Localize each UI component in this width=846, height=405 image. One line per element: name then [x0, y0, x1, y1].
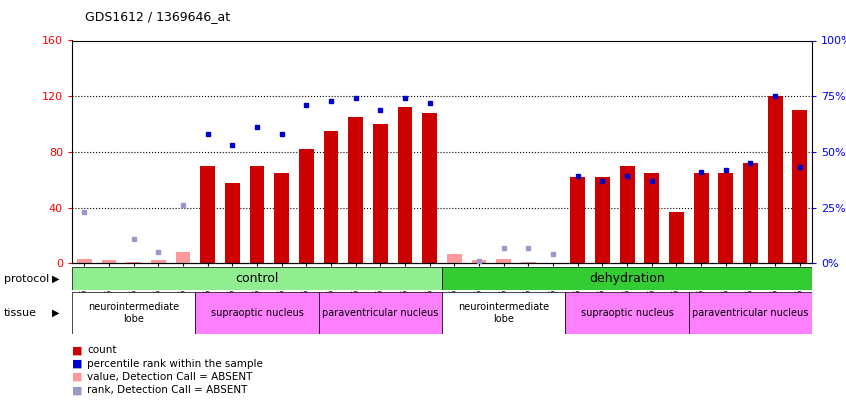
Bar [447, 254, 462, 263]
Bar [497, 259, 511, 263]
Bar [793, 110, 807, 263]
Text: supraoptic nucleus: supraoptic nucleus [580, 308, 673, 318]
Bar [201, 166, 215, 263]
Text: GDS1612 / 1369646_at: GDS1612 / 1369646_at [85, 10, 230, 23]
Bar [151, 260, 166, 263]
Text: rank, Detection Call = ABSENT: rank, Detection Call = ABSENT [87, 386, 248, 395]
Bar [768, 96, 783, 263]
Text: ■: ■ [72, 359, 82, 369]
Text: dehydration: dehydration [589, 272, 665, 285]
Bar [299, 149, 314, 263]
Bar [274, 173, 289, 263]
Bar [471, 260, 486, 263]
Bar [349, 117, 363, 263]
Bar [72, 267, 442, 290]
Bar [570, 177, 585, 263]
Text: neurointermediate
lobe: neurointermediate lobe [88, 302, 179, 324]
Bar [521, 262, 536, 263]
Bar [442, 292, 565, 334]
Text: ■: ■ [72, 386, 82, 395]
Bar [319, 292, 442, 334]
Bar [595, 177, 610, 263]
Bar [619, 166, 634, 263]
Bar [694, 173, 708, 263]
Bar [323, 131, 338, 263]
Bar [743, 163, 758, 263]
Text: control: control [235, 272, 278, 285]
Text: count: count [87, 345, 117, 355]
Bar [195, 292, 319, 334]
Bar [422, 113, 437, 263]
Text: ▶: ▶ [52, 274, 60, 284]
Text: paraventricular nucleus: paraventricular nucleus [322, 308, 438, 318]
Bar [718, 173, 733, 263]
Text: tissue: tissue [4, 308, 37, 318]
Bar [126, 262, 141, 263]
Bar [72, 292, 195, 334]
Bar [442, 267, 812, 290]
Bar [398, 107, 413, 263]
Bar [102, 260, 116, 263]
Text: ▶: ▶ [52, 308, 60, 318]
Bar [175, 252, 190, 263]
Text: supraoptic nucleus: supraoptic nucleus [211, 308, 304, 318]
Text: ■: ■ [72, 345, 82, 355]
Text: value, Detection Call = ABSENT: value, Detection Call = ABSENT [87, 372, 252, 382]
Bar [225, 183, 239, 263]
Text: paraventricular nucleus: paraventricular nucleus [692, 308, 809, 318]
Bar [77, 259, 91, 263]
Text: neurointermediate
lobe: neurointermediate lobe [459, 302, 549, 324]
Bar [669, 212, 684, 263]
Bar [645, 173, 659, 263]
Text: percentile rank within the sample: percentile rank within the sample [87, 359, 263, 369]
Text: ■: ■ [72, 372, 82, 382]
Bar [689, 292, 812, 334]
Bar [565, 292, 689, 334]
Bar [250, 166, 264, 263]
Text: protocol: protocol [4, 274, 49, 284]
Bar [373, 124, 387, 263]
